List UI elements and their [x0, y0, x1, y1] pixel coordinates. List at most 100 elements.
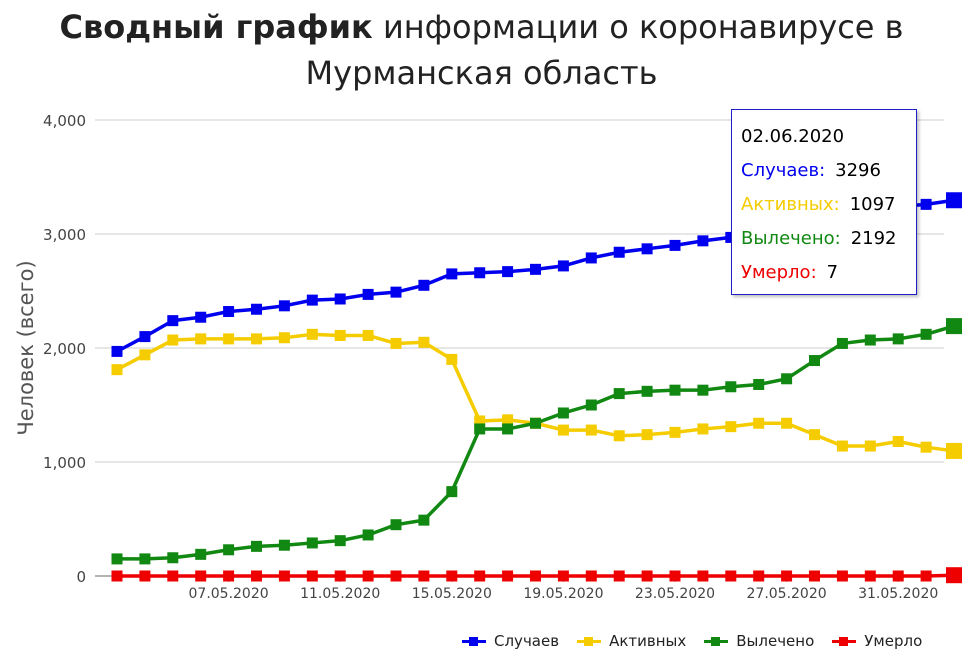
- tooltip-value-cases: 3296: [835, 160, 881, 181]
- data-point-cases: [334, 293, 346, 305]
- data-point-cases: [278, 300, 290, 312]
- title-rest: информации о коронавирусе в Мурманская о…: [305, 8, 904, 92]
- y-tick-label: 2,000: [43, 340, 86, 358]
- data-point-deaths: [946, 567, 962, 584]
- tooltip-row-recovered: Вылечено: 2192: [741, 228, 897, 249]
- data-point-deaths: [864, 570, 876, 582]
- legend-swatch-deaths: [832, 635, 857, 647]
- data-point-recovered: [306, 537, 318, 549]
- data-point-active: [669, 426, 681, 438]
- tooltip-row-active: Активных: 1097: [741, 194, 896, 215]
- data-point-deaths: [251, 570, 262, 582]
- data-point-deaths: [474, 570, 486, 582]
- legend-swatch-active: [577, 635, 602, 647]
- data-point-deaths: [530, 570, 541, 582]
- data-point-active: [613, 430, 625, 442]
- data-point-recovered: [167, 552, 179, 564]
- data-point-recovered: [641, 385, 653, 397]
- legend-label-cases: Случаев: [494, 632, 560, 650]
- data-point-deaths: [920, 570, 932, 582]
- data-point-active: [557, 424, 569, 436]
- data-point-active: [892, 435, 904, 447]
- data-point-recovered: [139, 553, 151, 565]
- data-point-active: [139, 349, 151, 361]
- data-point-cases: [697, 235, 709, 247]
- data-point-active: [418, 336, 430, 348]
- data-point-deaths: [585, 570, 597, 582]
- series-line-recovered: [117, 324, 955, 561]
- data-point-deaths: [502, 570, 514, 582]
- data-point-deaths: [836, 570, 848, 582]
- data-point-active: [920, 441, 932, 453]
- data-point-active: [446, 353, 458, 365]
- data-point-active: [946, 442, 962, 459]
- data-point-recovered: [195, 548, 207, 560]
- data-point-active: [474, 415, 486, 427]
- data-point-cases: [669, 239, 681, 251]
- x-tick-label: 23.05.2020: [635, 586, 715, 602]
- data-point-active: [334, 329, 346, 341]
- data-point-deaths: [641, 570, 653, 582]
- data-point-cases: [251, 303, 262, 315]
- data-point-deaths: [613, 570, 625, 582]
- data-point-cases: [362, 288, 374, 300]
- data-point-recovered: [446, 486, 458, 498]
- data-point-recovered: [223, 544, 235, 556]
- data-point-recovered: [920, 328, 932, 340]
- data-point-deaths: [195, 570, 207, 582]
- data-point-recovered: [334, 535, 346, 547]
- data-point-deaths: [306, 570, 318, 582]
- x-tick-label: 19.05.2020: [523, 586, 603, 602]
- data-point-deaths: [223, 570, 235, 582]
- tooltip-date: 02.06.2020: [741, 126, 845, 147]
- data-point-cases: [946, 192, 962, 209]
- y-tick-label: 0: [76, 568, 86, 586]
- data-point-deaths: [446, 570, 458, 582]
- legend-label-deaths: Умерло: [864, 632, 923, 650]
- chart-legend[interactable]: Случаев Активных Вылечено Умерло: [462, 628, 922, 654]
- data-point-recovered: [892, 333, 904, 345]
- data-point-deaths: [390, 570, 402, 582]
- data-point-deaths: [334, 570, 346, 582]
- data-point-recovered: [111, 553, 123, 565]
- data-point-recovered: [362, 529, 374, 541]
- data-point-cases: [223, 306, 235, 318]
- legend-swatch-cases: [462, 635, 486, 647]
- data-point-active: [781, 417, 793, 429]
- data-point-active: [641, 429, 653, 441]
- data-point-cases: [557, 260, 569, 272]
- data-point-cases: [502, 266, 514, 278]
- data-point-deaths: [278, 570, 290, 582]
- chart-title: Сводный график информации о коронавирусе…: [0, 4, 963, 96]
- tooltip-value-deaths: 7: [826, 262, 839, 283]
- legend-item-active[interactable]: Активных: [577, 632, 686, 650]
- data-point-active: [753, 417, 765, 429]
- legend-item-cases[interactable]: Случаев: [462, 632, 559, 650]
- data-point-deaths: [557, 570, 569, 582]
- data-point-recovered: [390, 519, 402, 531]
- data-point-recovered: [669, 384, 681, 396]
- data-point-recovered: [585, 399, 597, 411]
- data-point-deaths: [669, 570, 681, 582]
- data-point-deaths: [781, 570, 793, 582]
- data-point-recovered: [836, 337, 848, 349]
- data-point-deaths: [418, 570, 430, 582]
- data-point-deaths: [809, 570, 820, 582]
- data-point-cases: [167, 315, 179, 327]
- data-point-cases: [920, 198, 932, 210]
- data-point-recovered: [697, 384, 709, 396]
- tooltip-row-deaths: Умерло: 7: [741, 262, 838, 283]
- x-tick-label: 27.05.2020: [747, 586, 827, 602]
- data-point-cases: [474, 267, 486, 279]
- legend-label-active: Активных: [609, 632, 687, 650]
- legend-item-recovered[interactable]: Вылечено: [704, 632, 814, 650]
- data-point-active: [836, 440, 848, 452]
- legend-label-recovered: Вылечено: [736, 632, 815, 650]
- data-point-cases: [641, 243, 653, 255]
- y-tick-label: 3,000: [43, 226, 86, 244]
- data-point-deaths: [697, 570, 709, 582]
- data-point-cases: [446, 268, 458, 280]
- data-point-active: [585, 424, 597, 436]
- legend-item-deaths[interactable]: Умерло: [832, 632, 922, 650]
